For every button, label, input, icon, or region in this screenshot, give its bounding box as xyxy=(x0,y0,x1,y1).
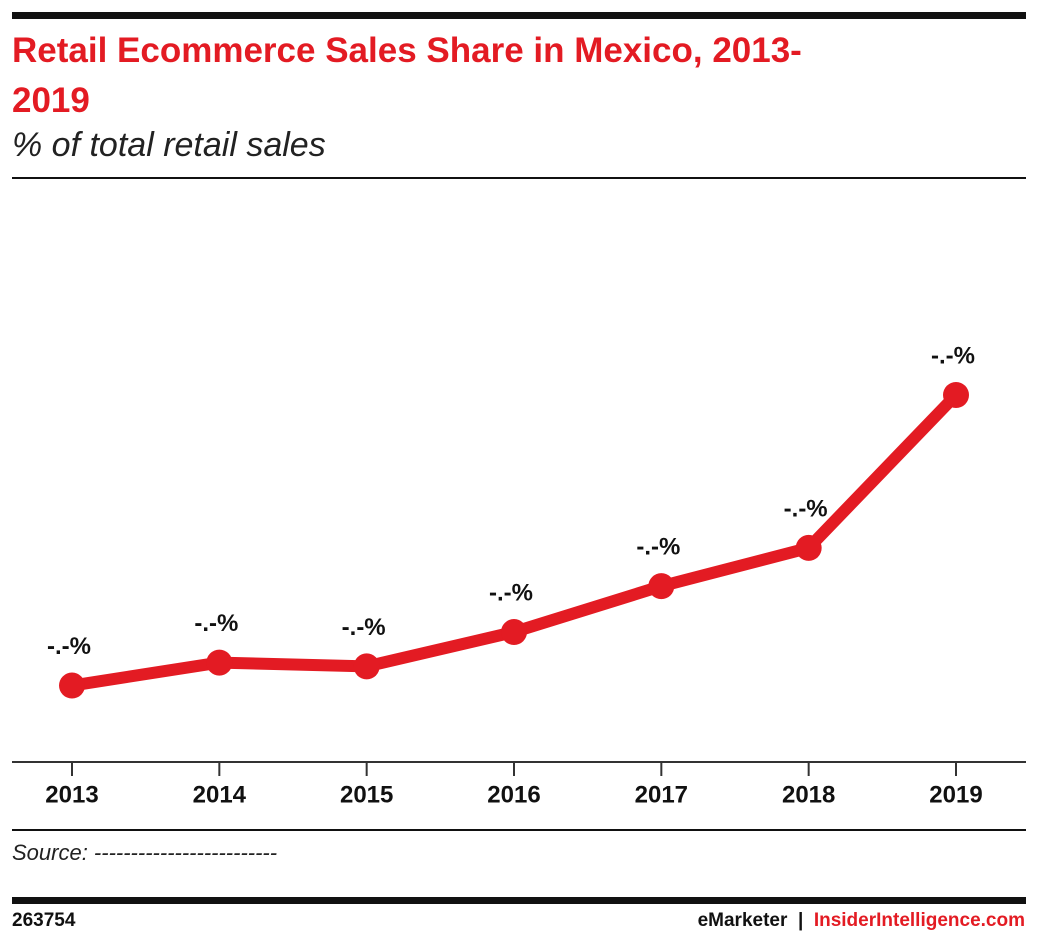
source: Source: ------------------------- xyxy=(12,840,278,865)
data-label: -.-% xyxy=(342,614,386,641)
x-tick-label: 2015 xyxy=(340,781,393,808)
bottom-rule xyxy=(12,897,1026,904)
chart-id: 263754 xyxy=(12,910,76,931)
x-tick-label: 2013 xyxy=(45,781,98,808)
top-rule xyxy=(12,12,1026,19)
site: InsiderIntelligence.com xyxy=(813,910,1025,931)
data-label: -.-% xyxy=(194,610,238,637)
point xyxy=(353,653,380,680)
point xyxy=(206,649,233,676)
footer-rule xyxy=(12,829,1026,831)
footer-brand: eMarketer | InsiderIntelligence.com xyxy=(698,910,1025,932)
x-axis xyxy=(12,761,1026,763)
point xyxy=(943,382,969,408)
chart-subtitle: % of total retail sales xyxy=(12,126,326,164)
chart-title: Retail Ecommerce Sales Share in Mexico, … xyxy=(12,31,802,120)
x-tick-label: 2017 xyxy=(635,781,688,808)
x-tick-label: 2016 xyxy=(487,781,540,808)
brand: eMarketer xyxy=(697,910,788,931)
x-tick-label: 2019 xyxy=(929,781,982,808)
x-tick-label: 2014 xyxy=(193,781,247,808)
data-label: -.-% xyxy=(931,342,975,369)
point xyxy=(59,672,85,699)
point xyxy=(795,534,822,561)
x-tick-label: 2018 xyxy=(782,781,835,808)
separator: | xyxy=(797,910,804,931)
point xyxy=(501,619,527,646)
data-label: -.-% xyxy=(47,633,91,660)
data-label: -.-% xyxy=(489,579,533,606)
point xyxy=(648,573,675,600)
data-label: -.-% xyxy=(784,495,828,522)
header-rule xyxy=(12,177,1026,179)
data-label: -.-% xyxy=(636,533,680,560)
